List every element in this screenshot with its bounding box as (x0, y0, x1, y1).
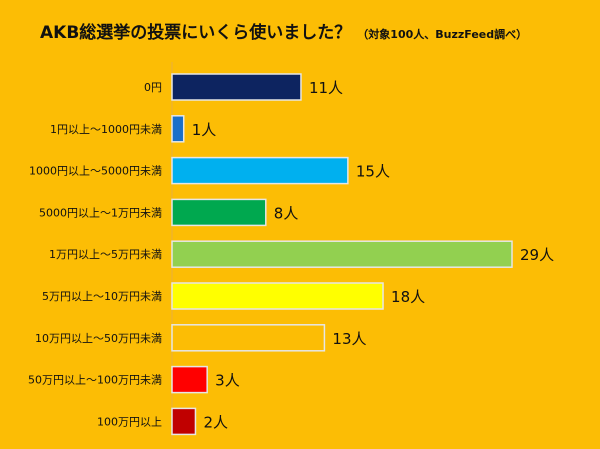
chart-title: AKB総選挙の投票にいくら使いました？ （対象100人、BuzzFeed調べ） (40, 18, 527, 43)
data-label: 15人 (356, 163, 390, 181)
category-label: 0円 (144, 81, 162, 94)
data-label: 2人 (203, 413, 228, 431)
category-label: 5万円以上〜10万円未満 (42, 290, 162, 303)
category-label: 50万円以上〜100万円未満 (28, 374, 162, 387)
category-label: 100万円以上 (97, 415, 162, 428)
category-label: 1000円以上〜5000円未満 (29, 165, 162, 178)
category-label: 1万円以上〜5万円未満 (49, 248, 162, 261)
data-label: 18人 (391, 288, 425, 306)
data-label: 29人 (520, 246, 554, 264)
category-label: 10万円以上〜50万円未満 (35, 332, 162, 345)
data-label: 13人 (332, 330, 366, 348)
subtitle-text: （対象100人、BuzzFeed調べ） (357, 28, 528, 41)
bar (171, 407, 197, 436)
category-label: 1円以上〜1000円未満 (50, 123, 162, 136)
data-label: 1人 (192, 121, 217, 139)
data-label: 8人 (274, 204, 299, 222)
category-label: 5000円以上〜1万円未満 (39, 206, 162, 219)
bar (171, 324, 326, 352)
bar (171, 73, 302, 101)
data-label: 11人 (309, 79, 343, 97)
bar (171, 115, 185, 143)
bar (171, 240, 513, 268)
bar (171, 282, 384, 310)
title-text: AKB総選挙の投票にいくら使いました？ (40, 23, 352, 43)
bar (171, 198, 267, 227)
bar (171, 365, 208, 394)
bar (171, 156, 349, 185)
data-label: 3人 (215, 372, 240, 390)
